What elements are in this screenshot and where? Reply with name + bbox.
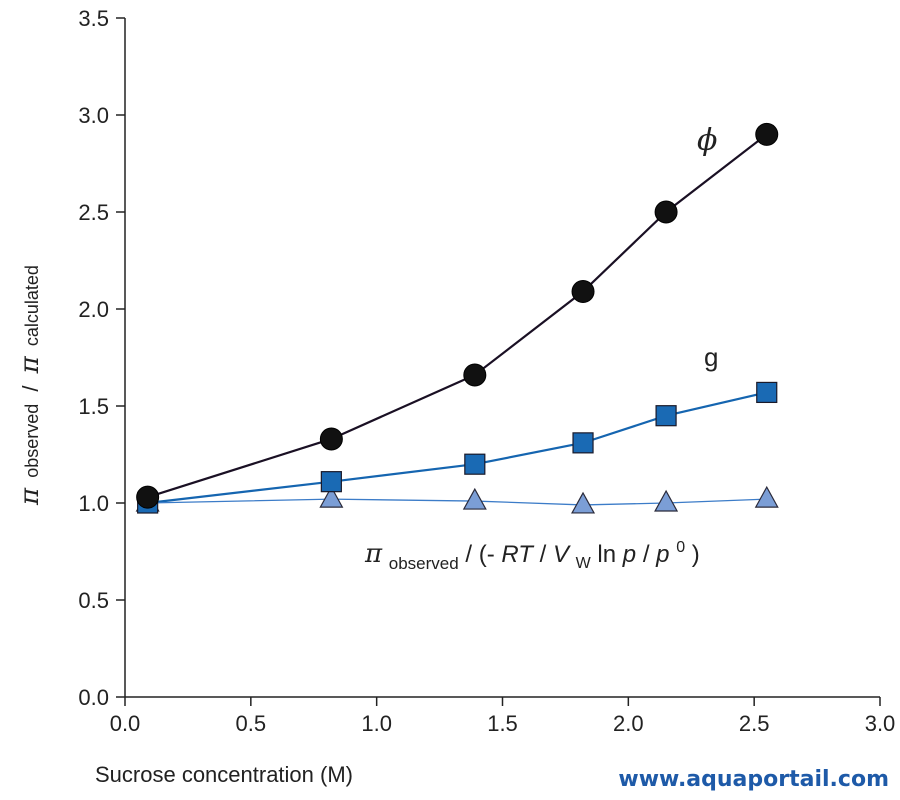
- x-tick-label: 2.5: [739, 711, 770, 736]
- y-tick-label: 1.5: [78, 394, 109, 419]
- y-axis-sub-calculated: calculated: [22, 265, 42, 346]
- y-axis-sub-observed: observed: [22, 404, 42, 478]
- g-point: [464, 453, 486, 475]
- ratio-point: [754, 485, 779, 508]
- x-axis-title: Sucrose concentration (M): [95, 762, 353, 787]
- y-axis-separator: /: [18, 385, 43, 392]
- phi-series-label: ϕ: [697, 123, 717, 158]
- y-tick-label: 2.0: [78, 297, 109, 322]
- g-point: [655, 405, 677, 427]
- x-tick-label: 1.0: [361, 711, 392, 736]
- y-tick-label: 2.5: [78, 200, 109, 225]
- series-markers: [135, 122, 779, 514]
- x-tick-label: 3.0: [865, 711, 896, 736]
- y-tick-label: 0.5: [78, 588, 109, 613]
- x-tick-label: 0.5: [236, 711, 267, 736]
- phi-point: [463, 363, 487, 387]
- y-tick-label: 3.5: [78, 6, 109, 31]
- ratio-point: [571, 491, 596, 514]
- g-point: [320, 471, 342, 493]
- g-point: [756, 381, 778, 404]
- y-axis-pi: π: [15, 487, 45, 506]
- y-tick-label: 3.0: [78, 103, 109, 128]
- ratio-series-line: [147, 498, 767, 506]
- g-point: [572, 432, 594, 454]
- y-tick-labels: 0.0 0.5 1.0 1.5 2.0 2.5 3.0 3.5: [78, 6, 109, 710]
- ratio-point: [319, 485, 344, 508]
- phi-point: [755, 122, 779, 146]
- x-tick-label: 0.0: [110, 711, 141, 736]
- ratio-point: [654, 489, 679, 512]
- series-lines: [147, 133, 768, 506]
- x-tick-labels: 0.0 0.5 1.0 1.5 2.0 2.5 3.0: [110, 711, 896, 736]
- phi-point: [654, 200, 678, 224]
- phi-point: [319, 427, 343, 451]
- g-series-label: g: [704, 342, 718, 372]
- ratio-series-label: π observed / (- RT / V W ln p / p 0 ): [364, 531, 700, 575]
- g-series-line: [147, 391, 767, 505]
- y-tick-label: 0.0: [78, 685, 109, 710]
- x-tick-label: 1.5: [487, 711, 518, 736]
- y-tick-label: 1.0: [78, 491, 109, 516]
- y-axis-title: π observed / π calculated: [15, 265, 45, 506]
- phi-point: [571, 280, 595, 304]
- phi-point: [136, 485, 160, 509]
- axes: [116, 17, 881, 706]
- ratio-point: [462, 487, 487, 510]
- watermark-text: www.aquaportail.com: [618, 767, 889, 792]
- phi-series-line: [147, 133, 768, 499]
- x-tick-label: 2.0: [613, 711, 644, 736]
- y-axis-pi-2: π: [15, 355, 45, 374]
